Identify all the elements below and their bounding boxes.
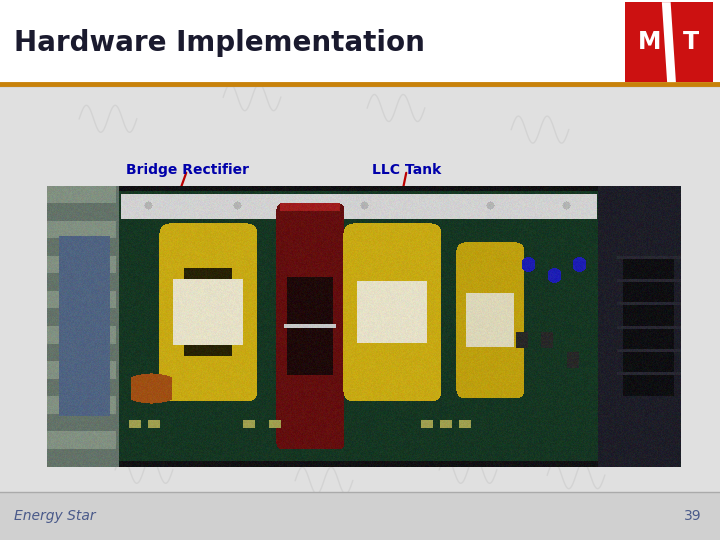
Text: PFC Choke: PFC Choke [113,374,197,388]
Text: Bridge Rectifier: Bridge Rectifier [126,163,248,177]
Text: 39: 39 [685,509,702,523]
Text: Hardware Implementation: Hardware Implementation [14,29,426,57]
Text: SR Module: SR Module [415,374,499,388]
FancyBboxPatch shape [0,0,720,84]
Text: LLC Tank: LLC Tank [372,163,441,177]
Text: Bulk Cap: Bulk Cap [253,374,323,388]
Polygon shape [662,2,676,82]
Text: Energy Star: Energy Star [14,509,96,523]
Text: M: M [638,30,661,54]
FancyBboxPatch shape [0,492,720,540]
Text: T: T [683,30,699,54]
FancyBboxPatch shape [625,2,713,82]
